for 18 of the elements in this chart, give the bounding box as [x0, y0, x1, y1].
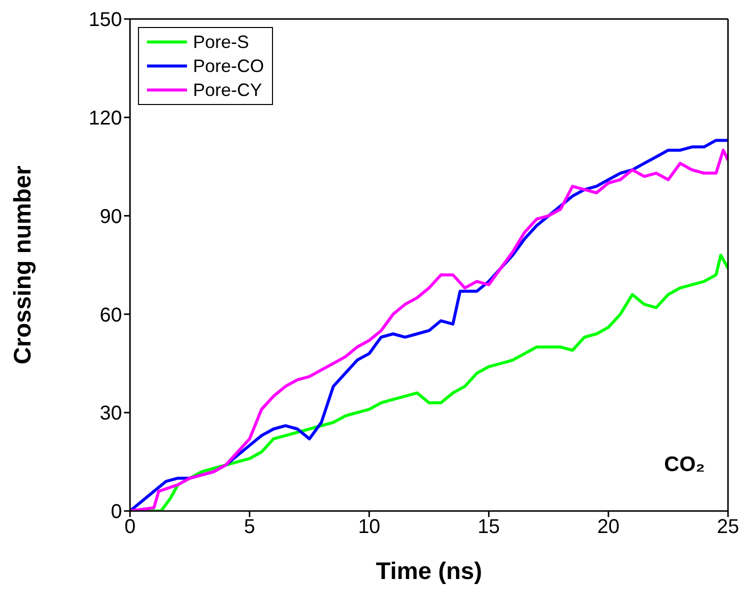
- x-tick-label: 5: [244, 516, 256, 538]
- x-tick-label: 25: [716, 516, 740, 538]
- y-tick-label: 30: [100, 402, 122, 425]
- y-tick-label: 60: [100, 304, 122, 326]
- y-tick-label: 150: [88, 9, 122, 32]
- y-axis-title: Crossing number: [10, 166, 37, 364]
- y-tick-label: 90: [100, 206, 122, 228]
- legend-label: Pore-CY: [193, 79, 262, 102]
- y-tick-label: 0: [110, 501, 122, 524]
- legend-label: Pore-CO: [193, 55, 264, 78]
- x-tick-label: 0: [124, 516, 136, 538]
- x-tick-label: 20: [597, 516, 620, 538]
- annotation: CO₂: [664, 453, 705, 477]
- legend-label: Pore-S: [193, 31, 250, 54]
- x-tick-label: 15: [478, 516, 500, 538]
- x-tick-label: 10: [358, 516, 380, 538]
- x-axis-title: Time (ns): [376, 558, 482, 585]
- y-tick-label: 120: [88, 108, 122, 130]
